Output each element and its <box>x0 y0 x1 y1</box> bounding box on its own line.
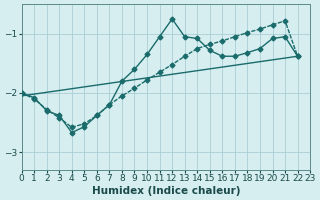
X-axis label: Humidex (Indice chaleur): Humidex (Indice chaleur) <box>92 186 240 196</box>
